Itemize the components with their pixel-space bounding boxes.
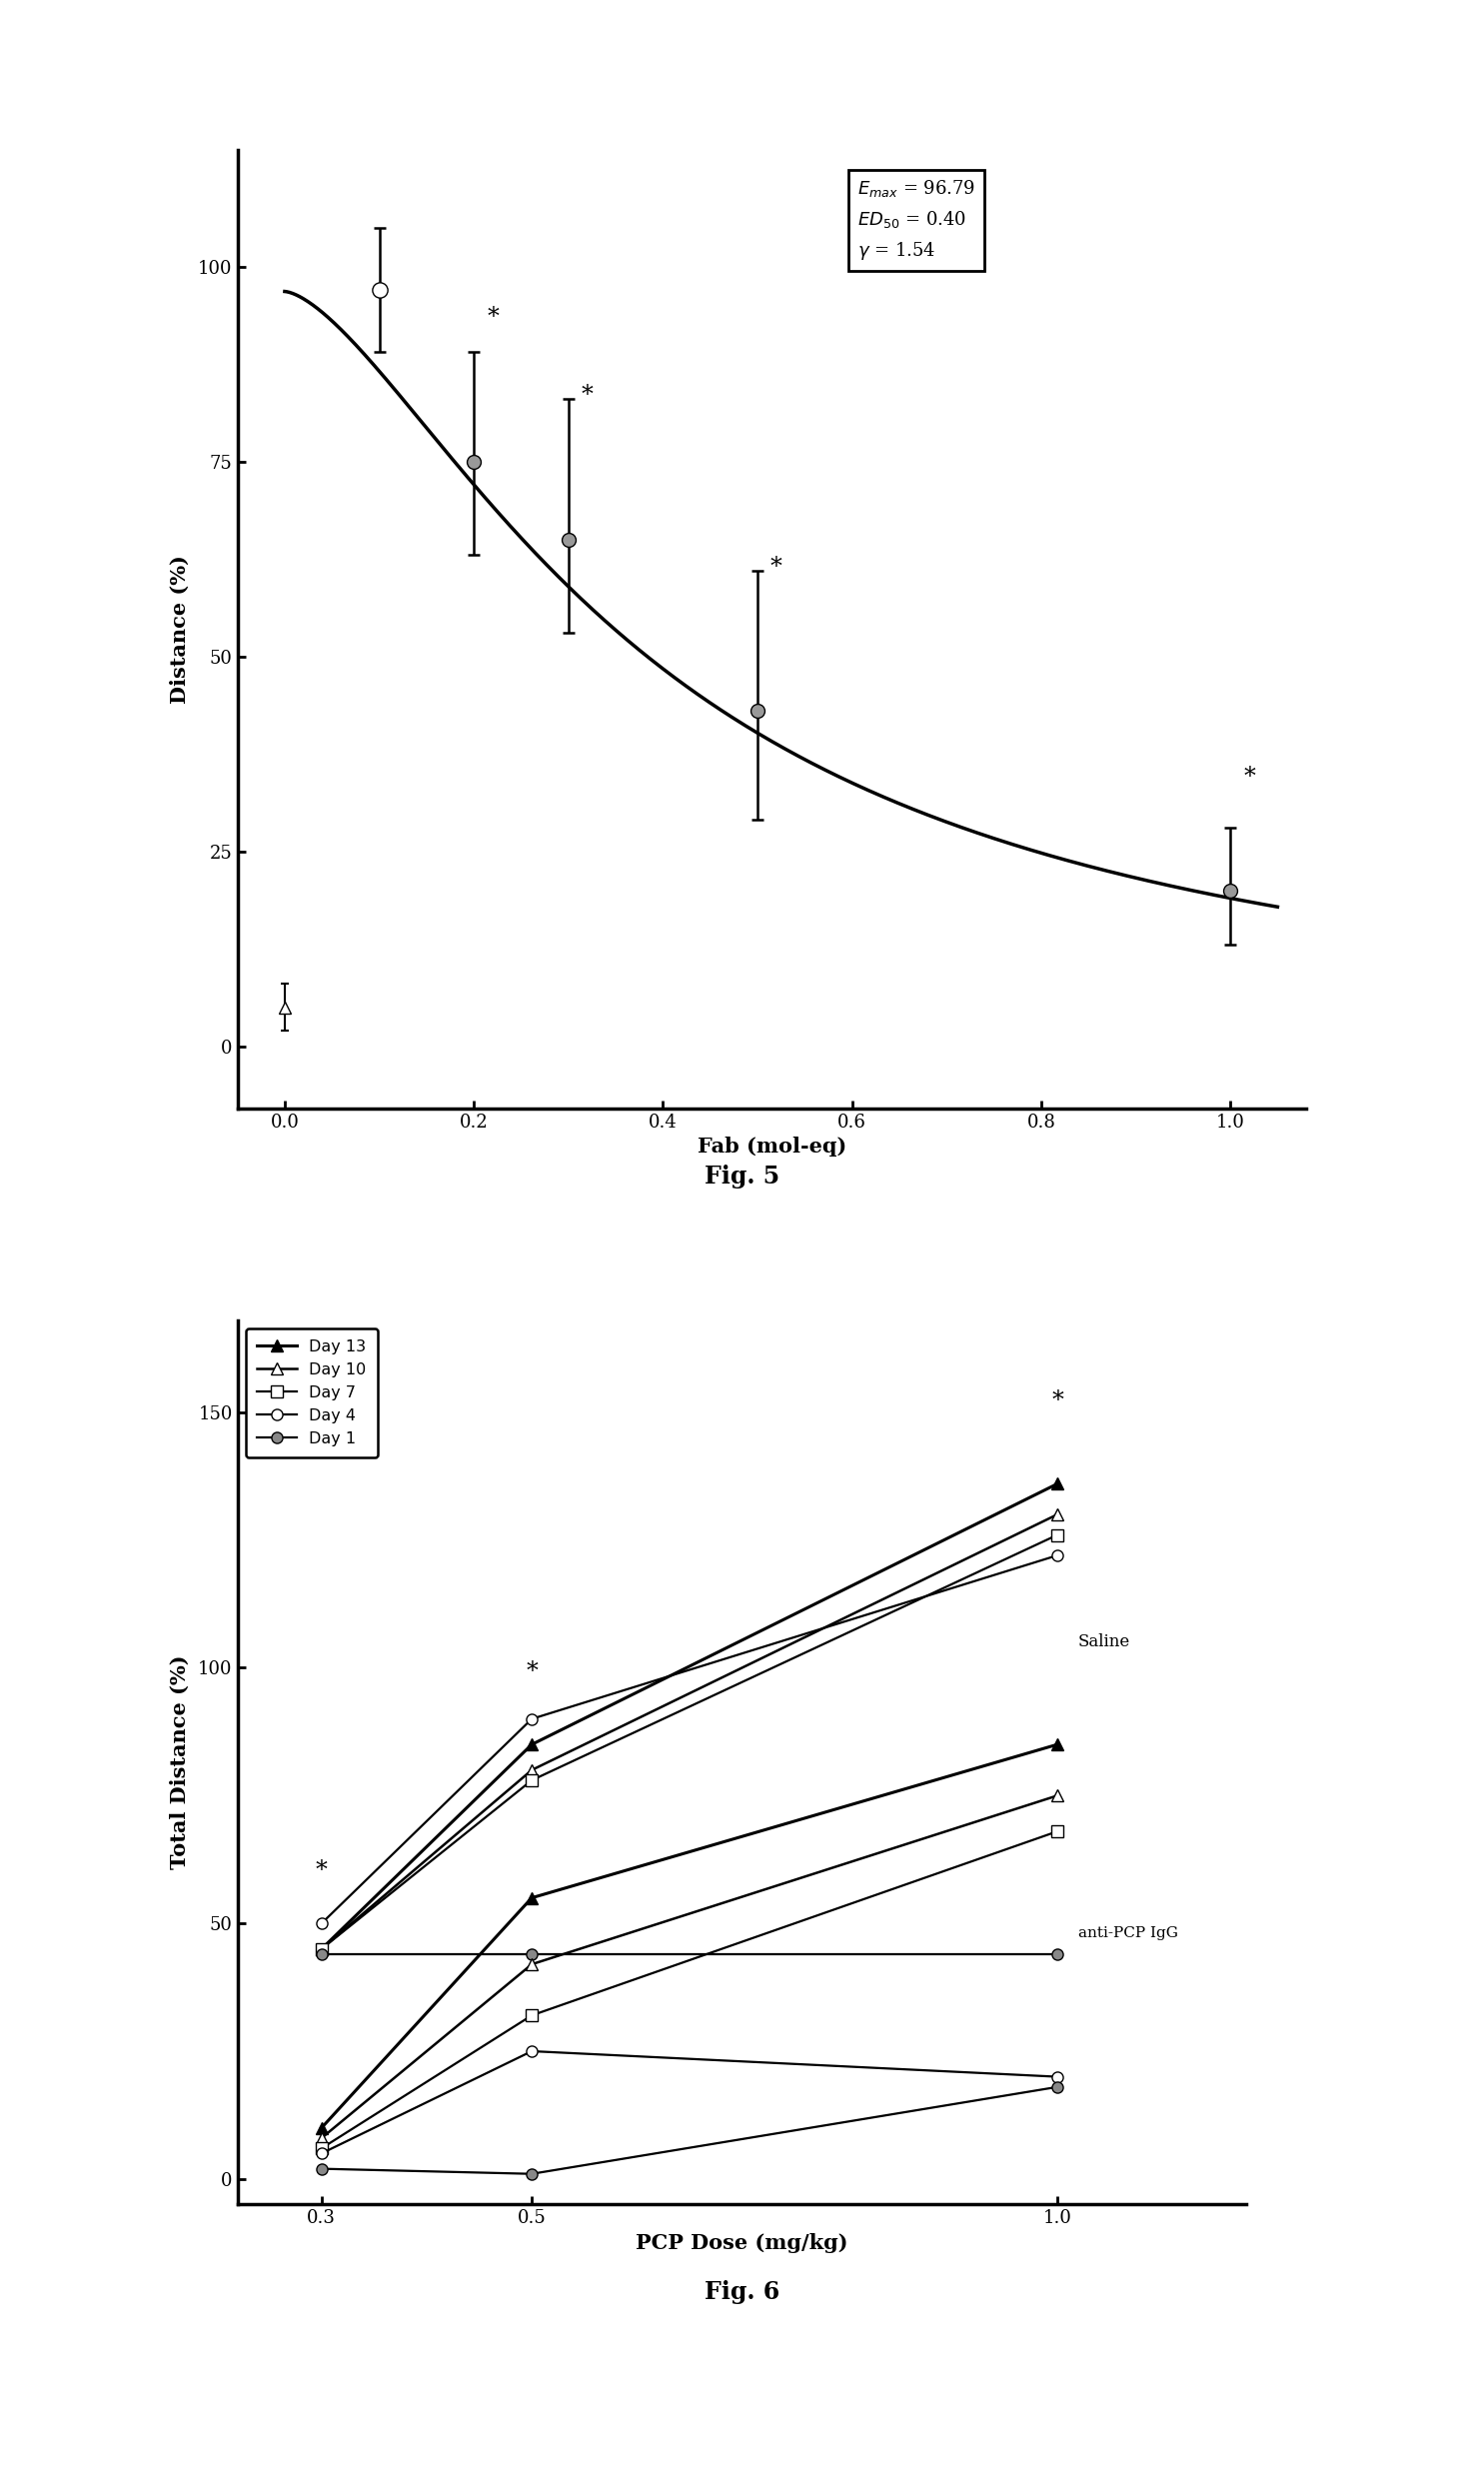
Text: *: * <box>487 306 499 329</box>
Text: *: * <box>1052 1390 1063 1412</box>
X-axis label: PCP Dose (mg/kg): PCP Dose (mg/kg) <box>635 2232 849 2252</box>
Text: Fig. 5: Fig. 5 <box>705 1163 779 1188</box>
Text: *: * <box>770 555 782 578</box>
Legend: Day 13, Day 10, Day 7, Day 4, Day 1: Day 13, Day 10, Day 7, Day 4, Day 1 <box>245 1328 377 1457</box>
Text: *: * <box>316 1858 328 1883</box>
Text: anti-PCP IgG: anti-PCP IgG <box>1079 1926 1178 1940</box>
Text: *: * <box>1244 765 1255 790</box>
Text: Saline: Saline <box>1079 1634 1131 1652</box>
Text: Fig. 6: Fig. 6 <box>705 2279 779 2304</box>
Text: *: * <box>525 1659 537 1684</box>
Text: $E_{max}$ = 96.79
$ED_{50}$ = 0.40
$\gamma$ = 1.54: $E_{max}$ = 96.79 $ED_{50}$ = 0.40 $\gam… <box>858 179 975 262</box>
Y-axis label: Distance (%): Distance (%) <box>169 555 190 702</box>
X-axis label: Fab (mol-eq): Fab (mol-eq) <box>697 1136 846 1156</box>
Y-axis label: Total Distance (%): Total Distance (%) <box>169 1654 190 1871</box>
Text: *: * <box>582 384 594 406</box>
